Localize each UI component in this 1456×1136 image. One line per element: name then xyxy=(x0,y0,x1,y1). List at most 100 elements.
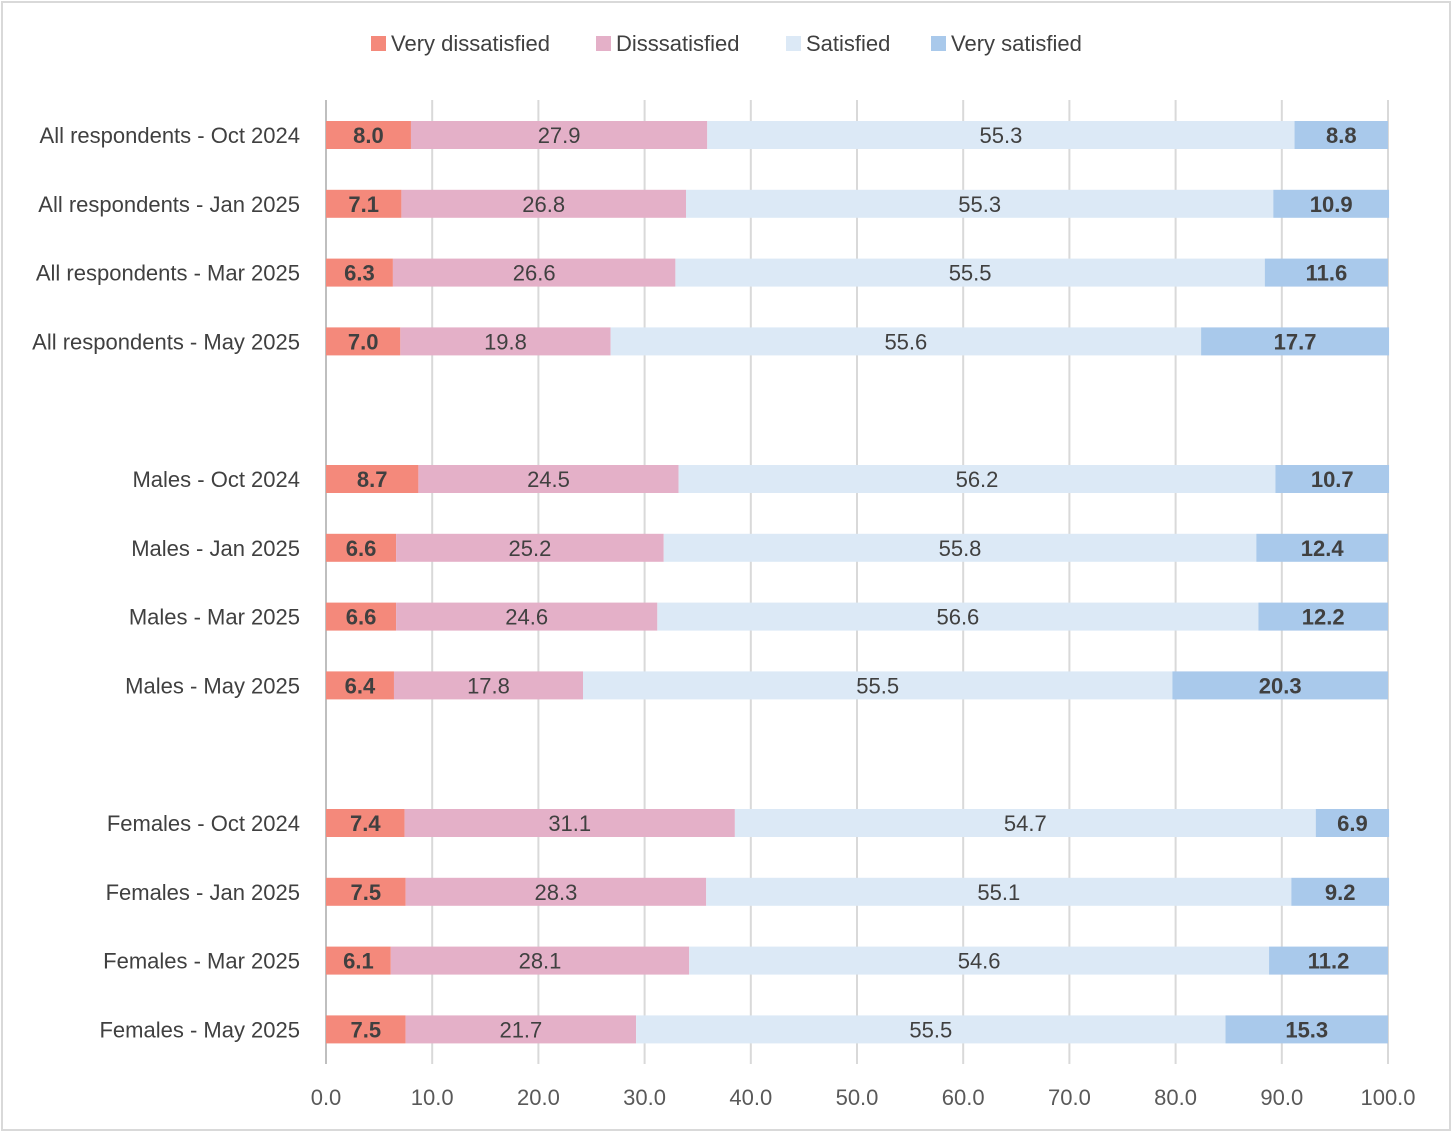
x-tick-label: 50.0 xyxy=(836,1085,879,1110)
data-label: 6.4 xyxy=(345,673,376,698)
category-label: Females - Oct 2024 xyxy=(107,811,300,836)
data-label: 28.3 xyxy=(535,880,578,905)
legend-swatch xyxy=(931,36,946,51)
data-label: 55.5 xyxy=(856,673,899,698)
x-tick-label: 30.0 xyxy=(623,1085,666,1110)
bar-segment xyxy=(326,602,397,631)
category-label: All respondents - Mar 2025 xyxy=(36,261,300,286)
bar-segment xyxy=(392,258,676,287)
category-label: Females - Mar 2025 xyxy=(103,949,300,974)
data-label: 7.1 xyxy=(348,192,379,217)
x-tick-label: 100.0 xyxy=(1360,1085,1415,1110)
bar-segment xyxy=(326,1015,406,1044)
data-label: 10.7 xyxy=(1311,467,1354,492)
category-labels: All respondents - Oct 2024 All respondent… xyxy=(32,123,300,1042)
bar-segment xyxy=(663,533,1257,562)
bar-segment xyxy=(657,602,1259,631)
data-label: 55.8 xyxy=(939,536,982,561)
data-label: 17.7 xyxy=(1274,329,1317,354)
legend-swatch xyxy=(596,36,611,51)
data-label: 7.5 xyxy=(351,880,382,905)
category-label: Males - May 2025 xyxy=(125,673,300,698)
data-label: 55.3 xyxy=(958,192,1001,217)
bar-segment xyxy=(405,1015,637,1044)
legend-label: Very satisfied xyxy=(951,31,1082,56)
legend-label: Disssatisfied xyxy=(616,31,739,56)
data-label: 24.5 xyxy=(527,467,570,492)
bar-segment xyxy=(1294,121,1388,149)
bar-segment xyxy=(404,809,735,837)
category-label: Females - May 2025 xyxy=(99,1017,300,1042)
bar-segment xyxy=(636,1015,1226,1044)
data-label: 21.7 xyxy=(499,1017,542,1042)
bar-segment xyxy=(678,465,1276,493)
bar-segment xyxy=(1291,877,1390,906)
data-label: 11.2 xyxy=(1308,949,1350,974)
bar-segment xyxy=(326,189,402,218)
x-axis-ticks: 0.0 10.0 20.0 30.0 40.0 50.0 60.0 70.0 80.0 90.0 1… xyxy=(311,1085,1416,1110)
category-label: Males - Jan 2025 xyxy=(131,536,300,561)
data-label: 12.4 xyxy=(1301,536,1345,561)
bar-segment xyxy=(393,671,584,700)
x-tick-label: 0.0 xyxy=(311,1085,342,1110)
bar-segment xyxy=(326,533,397,562)
x-tick-label: 90.0 xyxy=(1260,1085,1303,1110)
data-label: 6.3 xyxy=(344,261,375,286)
bars xyxy=(326,121,1390,1044)
data-label: 10.9 xyxy=(1310,192,1353,217)
x-tick-label: 10.0 xyxy=(411,1085,454,1110)
data-label: 55.3 xyxy=(979,123,1022,148)
data-label: 19.8 xyxy=(484,329,527,354)
data-label: 31.1 xyxy=(548,811,591,836)
bar-segment xyxy=(390,946,690,975)
legend-label: Satisfied xyxy=(806,31,890,56)
data-label: 27.9 xyxy=(538,123,581,148)
legend: Very dissatisfied Disssatisfied Satisfied V… xyxy=(371,31,1082,56)
bar-segment xyxy=(401,189,687,218)
data-label: 11.6 xyxy=(1306,261,1348,286)
data-label: 6.6 xyxy=(346,536,377,561)
data-label: 56.6 xyxy=(936,605,979,630)
data-label: 26.8 xyxy=(522,192,565,217)
bar-segment xyxy=(1269,946,1388,975)
category-label: All respondents - Jan 2025 xyxy=(38,192,300,217)
x-tick-label: 80.0 xyxy=(1154,1085,1197,1110)
legend-label: Very dissatisfied xyxy=(391,31,550,56)
bar-segment xyxy=(1273,189,1390,218)
data-label: 6.1 xyxy=(343,949,374,974)
data-label: 7.5 xyxy=(351,1017,382,1042)
data-label: 6.6 xyxy=(346,605,377,630)
bar-segment xyxy=(326,121,411,149)
data-label: 25.2 xyxy=(508,536,551,561)
x-tick-label: 60.0 xyxy=(942,1085,985,1110)
bar-segment xyxy=(675,258,1265,287)
bar-segment xyxy=(1256,533,1388,562)
data-label: 8.0 xyxy=(353,123,384,148)
bar-segment xyxy=(1201,327,1390,356)
data-label: 12.2 xyxy=(1302,605,1345,630)
data-label: 56.2 xyxy=(956,467,999,492)
legend-swatch xyxy=(786,36,801,51)
bar-segment xyxy=(686,189,1274,218)
data-label: 8.7 xyxy=(357,467,388,492)
data-label: 54.6 xyxy=(958,949,1001,974)
bar-segment xyxy=(396,533,664,562)
bar-segment xyxy=(1275,465,1390,493)
bar-segment xyxy=(396,602,658,631)
bar-segment xyxy=(326,258,393,287)
bar-segment xyxy=(326,946,391,975)
bar-segment xyxy=(410,121,708,149)
gridlines xyxy=(325,100,1389,1064)
data-label: 54.7 xyxy=(1004,811,1047,836)
bar-segment xyxy=(326,327,401,356)
bar-segment xyxy=(405,877,707,906)
bar-segment xyxy=(706,877,1292,906)
data-label: 17.8 xyxy=(467,673,510,698)
data-label: 26.6 xyxy=(513,261,556,286)
category-label: Males - Oct 2024 xyxy=(132,467,300,492)
bar-segment xyxy=(1315,809,1390,837)
category-label: All respondents - May 2025 xyxy=(32,329,300,354)
bar-segment xyxy=(326,877,406,906)
